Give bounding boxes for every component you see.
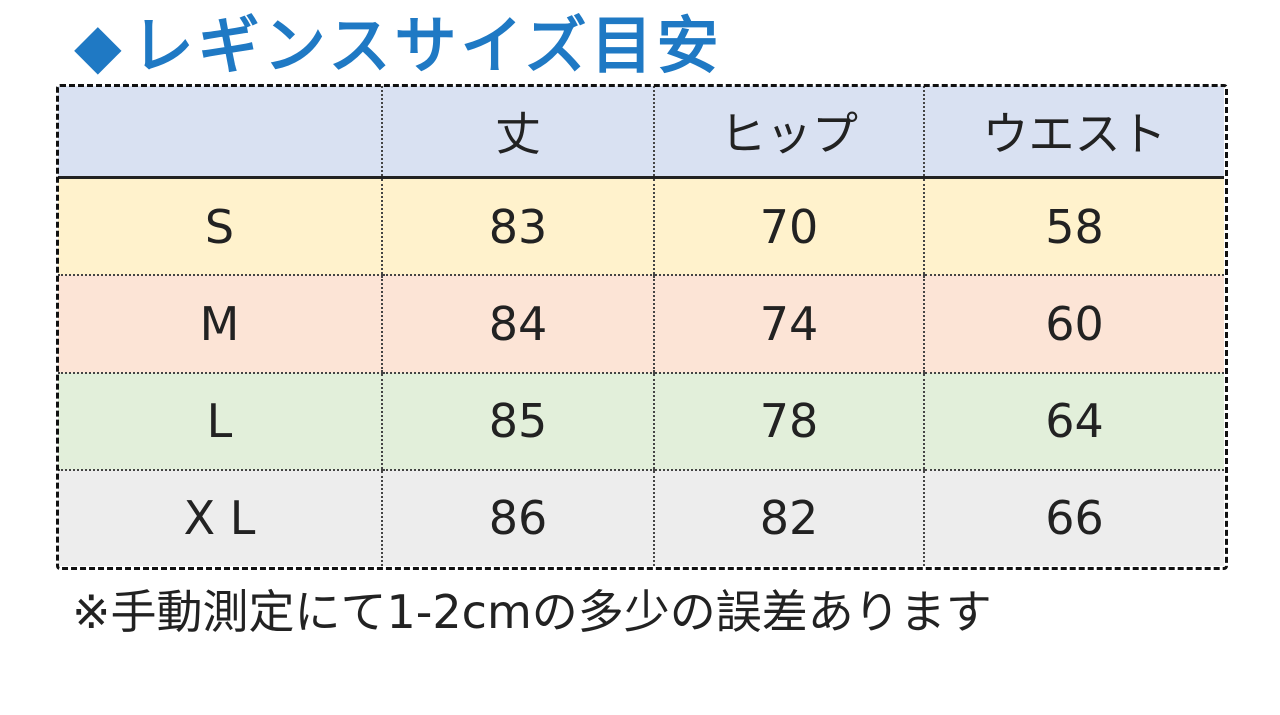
waist-value: 60 xyxy=(923,275,1224,374)
title-text: レギンスサイズ目安 xyxy=(131,9,723,82)
page-title: ◆レギンスサイズ目安 xyxy=(74,4,723,88)
table-header-row: 丈 ヒップ ウエスト xyxy=(58,86,1224,179)
size-chart-table: 丈 ヒップ ウエスト S 83 70 58 M 84 74 60 L 85 78… xyxy=(58,86,1224,566)
hip-value: 70 xyxy=(653,177,924,277)
length-value: 85 xyxy=(381,372,654,471)
size-label: X L xyxy=(58,469,382,566)
length-value: 84 xyxy=(381,275,654,374)
length-value: 83 xyxy=(381,177,654,277)
table-row: X L 86 82 66 xyxy=(58,469,1224,566)
hip-value: 74 xyxy=(653,275,924,374)
header-cell-length: 丈 xyxy=(381,86,654,179)
size-label: M xyxy=(58,275,382,374)
table-row: L 85 78 64 xyxy=(58,372,1224,471)
size-label: S xyxy=(58,177,382,277)
size-label: L xyxy=(58,372,382,471)
measurement-note: ※手動測定にて1-2cmの多少の誤差あります xyxy=(72,585,992,639)
hip-value: 78 xyxy=(653,372,924,471)
header-cell-waist: ウエスト xyxy=(923,86,1224,179)
waist-value: 66 xyxy=(923,469,1224,566)
header-cell-hip: ヒップ xyxy=(653,86,924,179)
header-cell-size xyxy=(58,86,382,179)
hip-value: 82 xyxy=(653,469,924,566)
waist-value: 58 xyxy=(923,177,1224,277)
waist-value: 64 xyxy=(923,372,1224,471)
length-value: 86 xyxy=(381,469,654,566)
table-row: M 84 74 60 xyxy=(58,275,1224,374)
diamond-icon: ◆ xyxy=(74,9,126,82)
table-row: S 83 70 58 xyxy=(58,177,1224,277)
